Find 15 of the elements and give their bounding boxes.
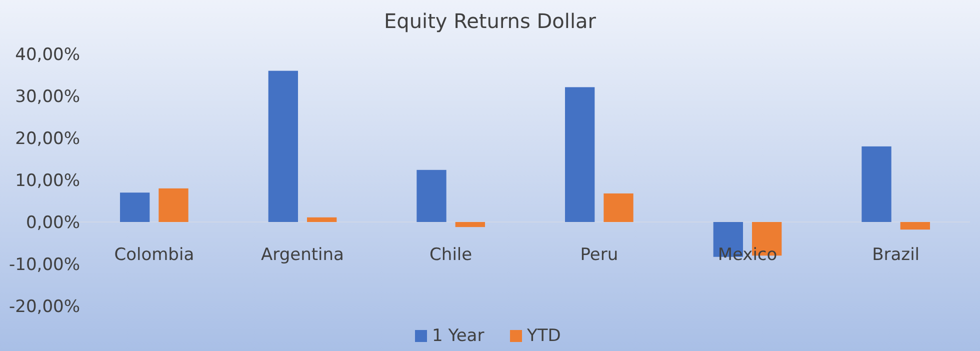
- y-tick-label: 30,00%: [15, 86, 80, 107]
- x-tick-label: Chile: [430, 245, 472, 265]
- y-tick-label: 10,00%: [15, 170, 80, 191]
- x-tick-label: Argentina: [261, 245, 344, 265]
- x-tick-label: Peru: [580, 245, 618, 265]
- y-tick-label: -10,00%: [9, 254, 80, 275]
- x-tick-label: Brazil: [872, 245, 920, 265]
- y-tick-label: -20,00%: [9, 296, 80, 317]
- legend-label: 1 Year: [432, 326, 484, 346]
- y-tick-label: 20,00%: [15, 128, 80, 149]
- y-tick-label: 40,00%: [15, 44, 80, 65]
- legend-label: YTD: [526, 326, 561, 346]
- y-tick-label: 0,00%: [26, 212, 80, 233]
- x-tick-label: Colombia: [114, 245, 194, 265]
- chart-title: Equity Returns Dollar: [384, 9, 597, 33]
